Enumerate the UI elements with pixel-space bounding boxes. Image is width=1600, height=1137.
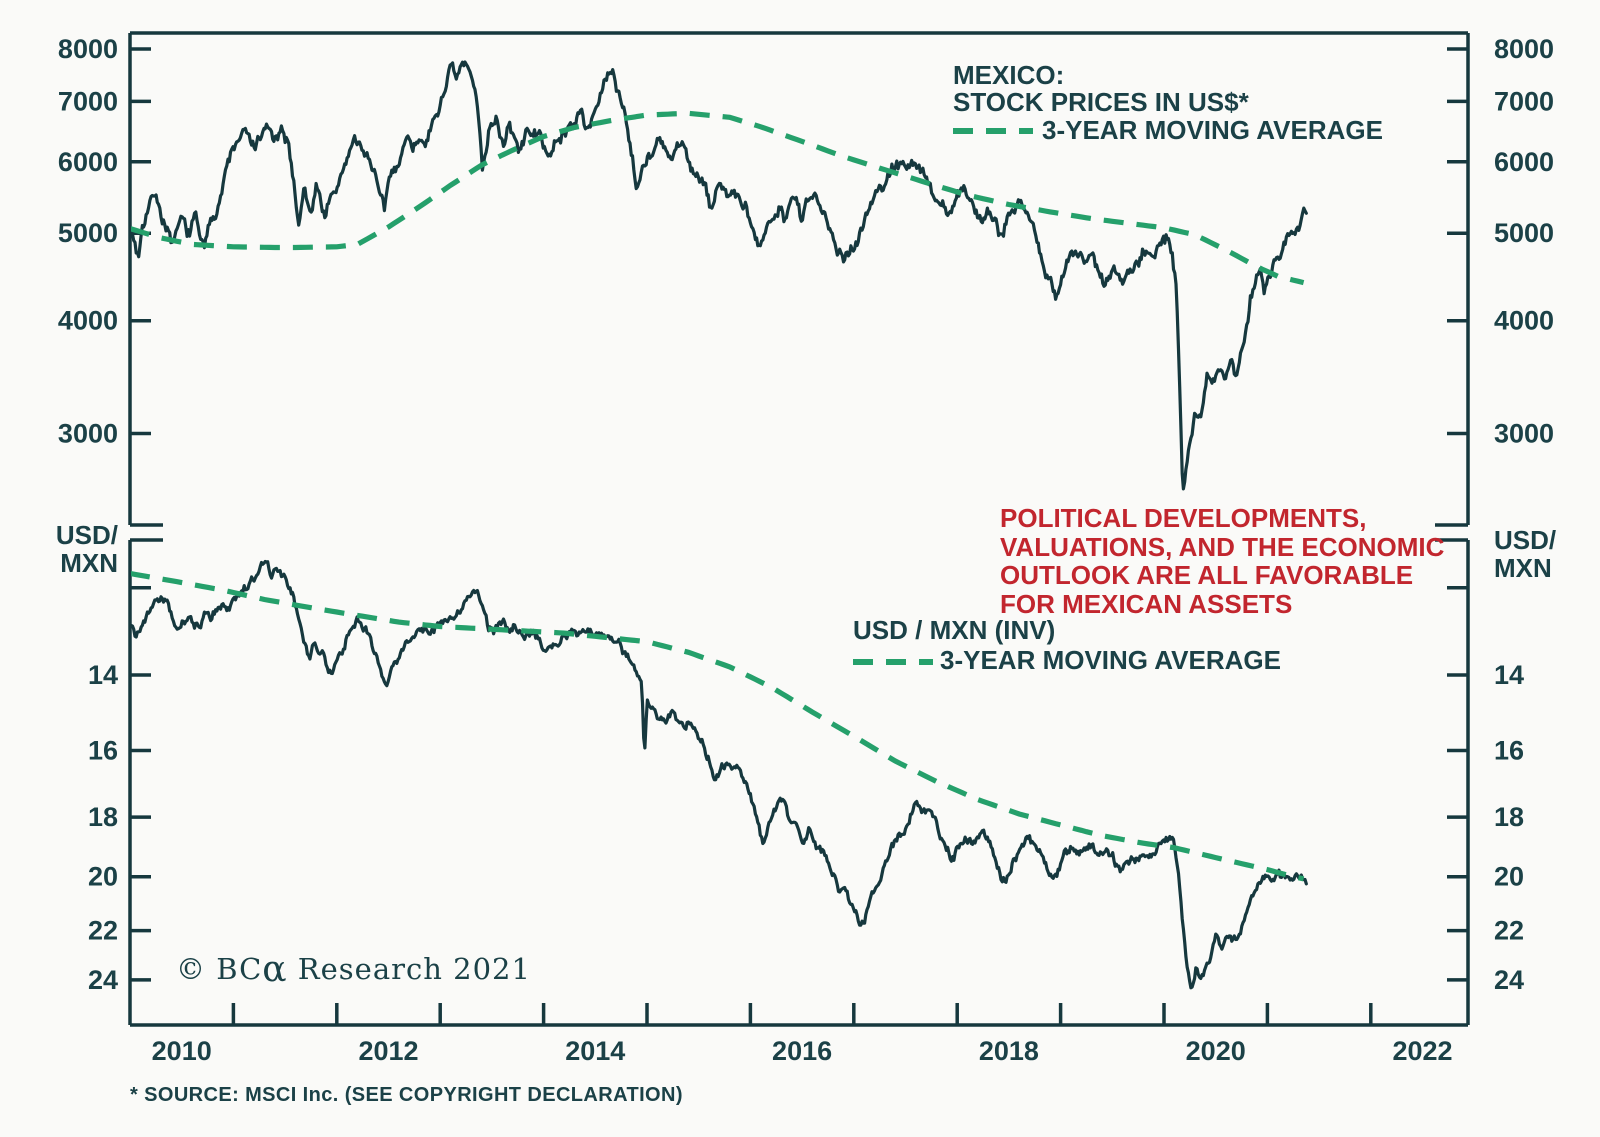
y-tick-label-left: 14 bbox=[88, 660, 118, 690]
y-tick-label-left: 3000 bbox=[58, 418, 118, 448]
y-tick-label-right: 4000 bbox=[1494, 306, 1554, 336]
alpha-glyph: α bbox=[262, 949, 288, 990]
copyright-notice: © BCα Research 2021 bbox=[176, 952, 531, 988]
y-axis-unit-label-right: USD/ bbox=[1494, 525, 1556, 555]
y-tick-label-left: 6000 bbox=[58, 147, 118, 177]
x-axis-year-label: 2018 bbox=[979, 1036, 1039, 1066]
bottom-panel-legend: USD / MXN (INV) 3-YEAR MOVING AVERAGE bbox=[853, 617, 1281, 674]
y-tick-label-left: 5000 bbox=[58, 218, 118, 248]
dashed-line-icon bbox=[953, 128, 1033, 134]
source-footnote: * SOURCE: MSCI Inc. (SEE COPYRIGHT DECLA… bbox=[130, 1084, 683, 1106]
y-tick-label-right: 8000 bbox=[1494, 34, 1554, 64]
y-axis-unit-label-left: USD/ bbox=[56, 520, 118, 550]
y-axis-unit-label-left: MXN bbox=[60, 548, 118, 578]
y-tick-label-left: 4000 bbox=[58, 306, 118, 336]
top-legend-ma-row: 3-YEAR MOVING AVERAGE bbox=[953, 117, 1383, 144]
price-line bbox=[131, 60, 1308, 491]
y-tick-label-right: 7000 bbox=[1494, 86, 1554, 116]
y-tick-label-right: 14 bbox=[1494, 660, 1524, 690]
copyright-prefix: © BC bbox=[176, 952, 263, 986]
bottom-legend-ma-label: 3-YEAR MOVING AVERAGE bbox=[940, 645, 1281, 675]
callout-line3: OUTLOOK ARE ALL FAVORABLE bbox=[1000, 560, 1414, 590]
callout-line1: POLITICAL DEVELOPMENTS, bbox=[1000, 503, 1367, 533]
price-line bbox=[131, 559, 1308, 990]
dashed-line-icon bbox=[853, 659, 933, 665]
y-tick-label-left: 22 bbox=[88, 916, 118, 946]
panel-mexico-stocks bbox=[131, 60, 1308, 491]
x-axis-year-label: 2016 bbox=[772, 1036, 832, 1066]
y-tick-label-right: 24 bbox=[1494, 965, 1524, 995]
y-tick-label-right: 22 bbox=[1494, 916, 1524, 946]
x-axis-year-label: 2010 bbox=[152, 1036, 212, 1066]
y-tick-label-right: 20 bbox=[1494, 862, 1524, 892]
y-tick-label-right: 5000 bbox=[1494, 218, 1554, 248]
y-tick-label-left: 8000 bbox=[58, 34, 118, 64]
x-axis-year-label: 2012 bbox=[358, 1036, 418, 1066]
y-axis-unit-label-right: MXN bbox=[1494, 553, 1552, 583]
top-panel-legend: MEXICO: STOCK PRICES IN US$* 3-YEAR MOVI… bbox=[953, 62, 1383, 144]
y-tick-label-left: 16 bbox=[88, 736, 118, 766]
x-axis-year-label: 2020 bbox=[1186, 1036, 1246, 1066]
y-tick-label-left: 20 bbox=[88, 862, 118, 892]
y-tick-label-right: 16 bbox=[1494, 736, 1524, 766]
x-axis-year-label: 2022 bbox=[1392, 1036, 1452, 1066]
y-tick-label-left: 7000 bbox=[58, 86, 118, 116]
red-callout: POLITICAL DEVELOPMENTS, VALUATIONS, AND … bbox=[1000, 504, 1444, 618]
bottom-legend-line1: USD / MXN (INV) bbox=[853, 615, 1056, 645]
y-tick-label-right: 6000 bbox=[1494, 147, 1554, 177]
callout-line2: VALUATIONS, AND THE ECONOMIC bbox=[1000, 531, 1445, 562]
top-legend-line1: MEXICO: bbox=[953, 60, 1065, 90]
copyright-suffix: Research 2021 bbox=[287, 952, 531, 986]
panel-usd-mxn bbox=[131, 559, 1308, 990]
moving-average-line bbox=[131, 571, 1305, 882]
y-tick-label-left: 18 bbox=[88, 802, 118, 832]
top-legend-line2: STOCK PRICES IN US$* bbox=[953, 87, 1249, 117]
y-tick-label-right: 3000 bbox=[1494, 418, 1554, 448]
y-tick-label-right: 18 bbox=[1494, 802, 1524, 832]
moving-average-line bbox=[131, 110, 1305, 286]
callout-line4: FOR MEXICAN ASSETS bbox=[1000, 588, 1293, 619]
y-tick-label-left: 24 bbox=[88, 965, 118, 995]
bottom-legend-ma-row: 3-YEAR MOVING AVERAGE bbox=[853, 647, 1281, 674]
x-axis-year-label: 2014 bbox=[565, 1036, 625, 1066]
top-legend-ma-label: 3-YEAR MOVING AVERAGE bbox=[1042, 115, 1383, 145]
